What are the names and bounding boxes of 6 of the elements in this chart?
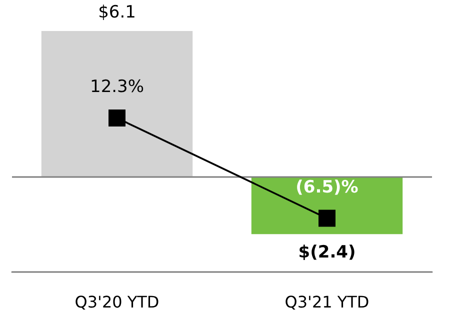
x-tick-label: Q3'20 YTD xyxy=(74,292,160,312)
x-tick-label: Q3'21 YTD xyxy=(284,292,370,312)
data-label: (6.5)% xyxy=(296,177,358,198)
data-label: $(2.4) xyxy=(298,242,356,263)
data-label: $6.1 xyxy=(98,2,136,23)
data-label: 12.3% xyxy=(90,77,144,98)
